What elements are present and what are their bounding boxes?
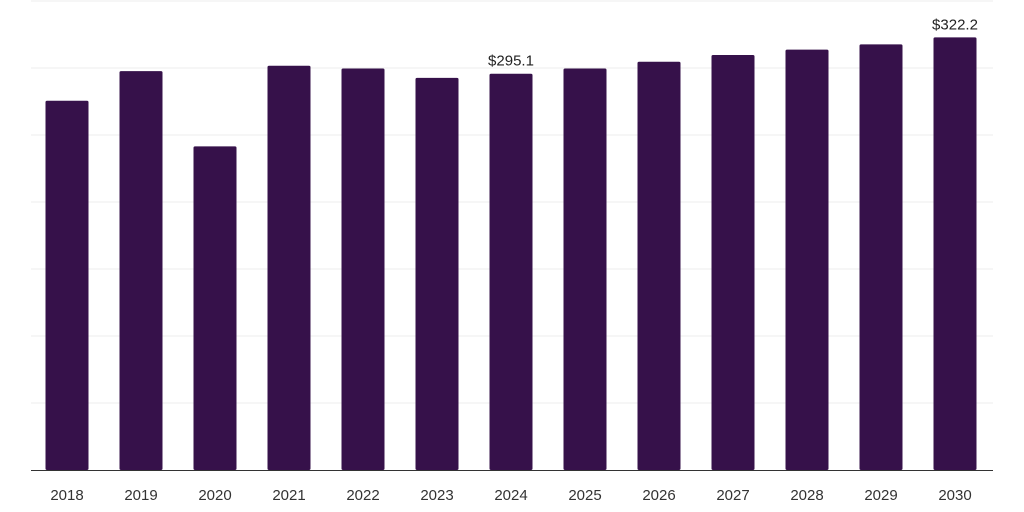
x-tick-label-2026: 2026 xyxy=(642,487,675,504)
data-labels: $295.1 $322.2 xyxy=(488,16,978,69)
bar-2020 xyxy=(193,146,237,470)
bar-2019 xyxy=(119,71,163,471)
x-tick-label-2021: 2021 xyxy=(272,487,305,504)
x-tick-label-2027: 2027 xyxy=(716,487,749,504)
x-tick-label-2028: 2028 xyxy=(790,487,823,504)
bar-2024 xyxy=(489,73,533,471)
bar-2030 xyxy=(933,37,977,471)
bar-2025 xyxy=(563,68,607,470)
x-tick-label-2024: 2024 xyxy=(494,487,527,504)
bar-2021 xyxy=(267,65,311,471)
bar-2018 xyxy=(45,100,89,470)
bars xyxy=(45,37,977,471)
data-label-2030: $322.2 xyxy=(932,16,978,33)
bar-2029 xyxy=(859,44,903,471)
x-tick-label-2023: 2023 xyxy=(420,487,453,504)
x-tick-label-2022: 2022 xyxy=(346,487,379,504)
bar-2028 xyxy=(785,49,829,470)
x-tick-label-2029: 2029 xyxy=(864,487,897,504)
x-tick-label-2019: 2019 xyxy=(124,487,157,504)
bar-2026 xyxy=(637,61,681,471)
x-tick-label-2018: 2018 xyxy=(50,487,83,504)
data-label-2024: $295.1 xyxy=(488,53,534,70)
x-tick-label-2020: 2020 xyxy=(198,487,231,504)
x-tick-label-2025: 2025 xyxy=(568,487,601,504)
x-tick-label-2030: 2030 xyxy=(938,487,971,504)
bar-2022 xyxy=(341,68,385,470)
x-axis-tick-labels: 2018 2019 2020 2021 2022 2023 2024 2025 2026 2027… xyxy=(50,487,971,504)
bar-2023 xyxy=(415,77,459,470)
bar-2027 xyxy=(711,55,755,471)
